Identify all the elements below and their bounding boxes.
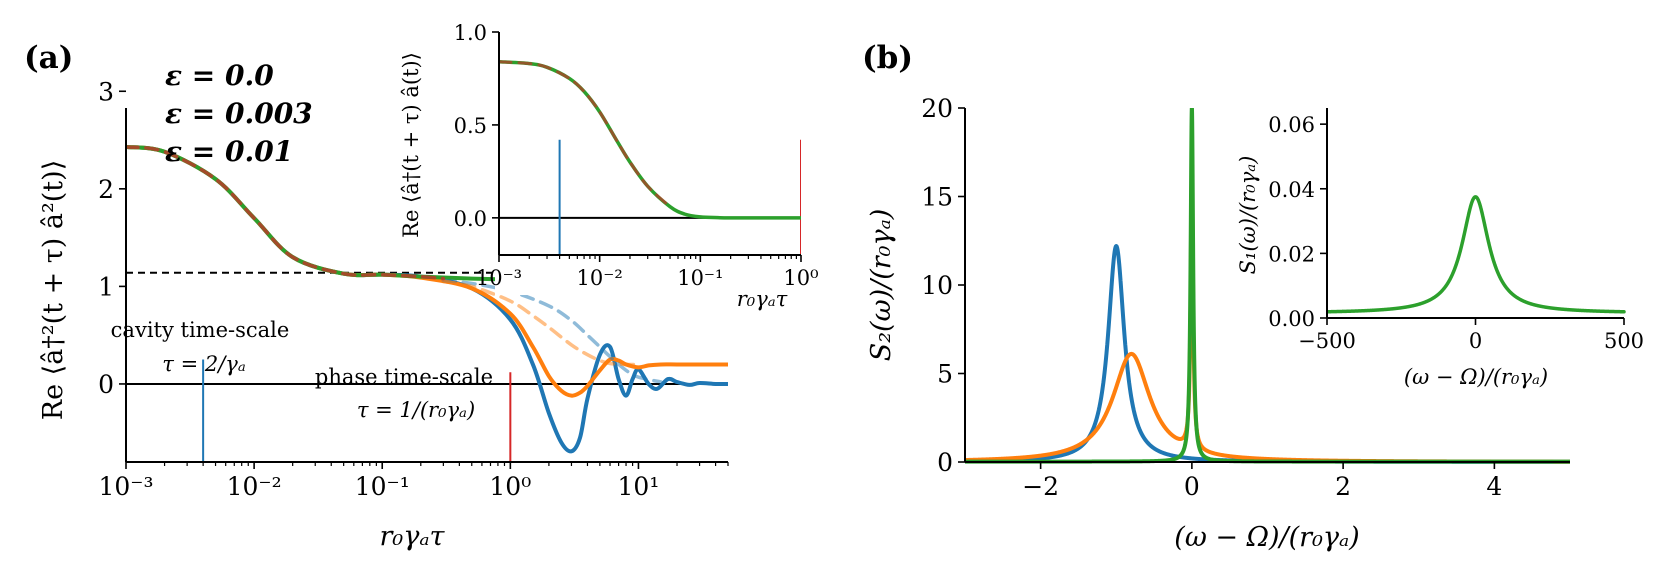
panel-b-label: (b) xyxy=(862,40,913,76)
y-tick-label: 15 xyxy=(921,183,953,212)
panel-a-inset-background xyxy=(495,25,805,295)
series-line-red-dashed xyxy=(499,60,672,209)
panel-b-ticks: −2 0 2 4 0 5 10 15 20 xyxy=(921,94,1502,501)
series-line-orange-dashed xyxy=(441,279,641,367)
panel-a-xlabel: r₀γₐτ xyxy=(380,521,446,552)
panel-a-label: (a) xyxy=(24,40,73,76)
panel-a-ticks: 10⁻³ 10⁻² 10⁻¹ 10⁰ 10¹ 0 1 2 3 xyxy=(98,77,729,501)
y-tick-label: 1.0 xyxy=(454,21,487,45)
panel-b-main-plot: −2 0 2 4 0 5 10 15 20 (ω − Ω)/(r₀γₐ) S₂(ω)/(r₀γₐ… xyxy=(866,94,1570,553)
y-tick-label: 10 xyxy=(921,271,953,300)
x-tick-label: 10⁻¹ xyxy=(677,266,723,290)
panel-a-inset-ylabel: Re ⟨â†(t + τ) â(t)⟩ xyxy=(399,52,423,238)
panel-a-inset-lines xyxy=(499,59,801,255)
panel-a-inset-ticks: 10⁻³ 10⁻² 10⁻¹ 10⁰ 0.0 0.5 1.0 xyxy=(454,21,819,290)
legend-eps-0003: ε = 0.003 xyxy=(165,97,313,130)
x-tick-label: 10⁻³ xyxy=(98,472,153,501)
y-tick-label: 2 xyxy=(98,175,114,204)
legend-eps-0: ε = 0.0 xyxy=(165,59,274,92)
y-tick-label: 0.02 xyxy=(1268,242,1315,266)
panel-b-inset-ticks: −500 0 500 0.00 0.02 0.04 0.06 xyxy=(1268,113,1644,353)
y-tick-label: 20 xyxy=(921,94,953,123)
panel-b-inset-lines xyxy=(1327,195,1626,314)
x-tick-label: 0 xyxy=(1469,329,1482,353)
x-tick-label: 10⁰ xyxy=(489,472,531,501)
x-tick-label: 0 xyxy=(1184,472,1200,501)
y-tick-label: 1 xyxy=(98,272,114,301)
x-tick-label: 10⁻¹ xyxy=(355,472,410,501)
x-tick-label: 500 xyxy=(1604,329,1644,353)
y-tick-label: 0.00 xyxy=(1268,307,1315,331)
panel-a-main-plot: 10⁻³ 10⁻² 10⁻¹ 10⁰ 10¹ 0 1 2 3 ε = 0.0 ε = 0.003… xyxy=(38,59,729,552)
x-tick-label: 2 xyxy=(1335,472,1351,501)
series-line--0-01 xyxy=(1327,195,1626,314)
x-tick-label: 4 xyxy=(1486,472,1502,501)
x-tick-label: 10⁰ xyxy=(783,266,818,290)
panel-b-inset-ylabel: S₁(ω)/(r₀γₐ) xyxy=(1236,156,1260,275)
annotation-phase-timescale: phase time-scale xyxy=(315,365,493,389)
y-tick-label: 0.0 xyxy=(454,207,487,231)
y-tick-label: 3 xyxy=(98,77,114,106)
y-tick-label: 0.04 xyxy=(1268,178,1315,202)
panel-b-inset-xlabel: (ω − Ω)/(r₀γₐ) xyxy=(1404,365,1548,389)
series-line-red-dashed xyxy=(126,145,446,281)
y-tick-label: 0.06 xyxy=(1268,113,1315,137)
y-tick-label: 0 xyxy=(98,370,114,399)
x-tick-label: −500 xyxy=(1298,329,1356,353)
x-tick-label: 10⁻³ xyxy=(476,266,522,290)
annotation-cavity-tau: τ = 2/γₐ xyxy=(162,352,245,376)
y-tick-label: 5 xyxy=(937,360,953,389)
panel-b-inset-background xyxy=(1258,100,1628,390)
panel-a-ylabel: Re ⟨â†²(t + τ) â²(t)⟩ xyxy=(38,160,69,420)
y-tick-label: 0 xyxy=(937,448,953,477)
panel-b-ylabel: S₂(ω)/(r₀γₐ) xyxy=(866,209,897,362)
annotation-phase-tau: τ = 1/(r₀γₐ) xyxy=(357,398,475,422)
x-tick-label: 10⁻² xyxy=(577,266,623,290)
annotation-cavity-timescale: cavity time-scale xyxy=(111,318,290,342)
x-tick-label: 10¹ xyxy=(618,472,660,501)
legend-eps-001: ε = 0.01 xyxy=(165,135,293,168)
panel-a-inset-xlabel: r₀γₐτ xyxy=(737,287,788,311)
panel-a-inset-plot: 10⁻³ 10⁻² 10⁻¹ 10⁰ 0.0 0.5 1.0 r₀γₐτ Re ⟨â†(t … xyxy=(399,21,819,311)
y-tick-label: 0.5 xyxy=(454,114,487,138)
x-tick-label: 10⁻² xyxy=(227,472,282,501)
panel-b-xlabel: (ω − Ω)/(r₀γₐ) xyxy=(1174,522,1359,553)
x-tick-label: −2 xyxy=(1022,472,1059,501)
